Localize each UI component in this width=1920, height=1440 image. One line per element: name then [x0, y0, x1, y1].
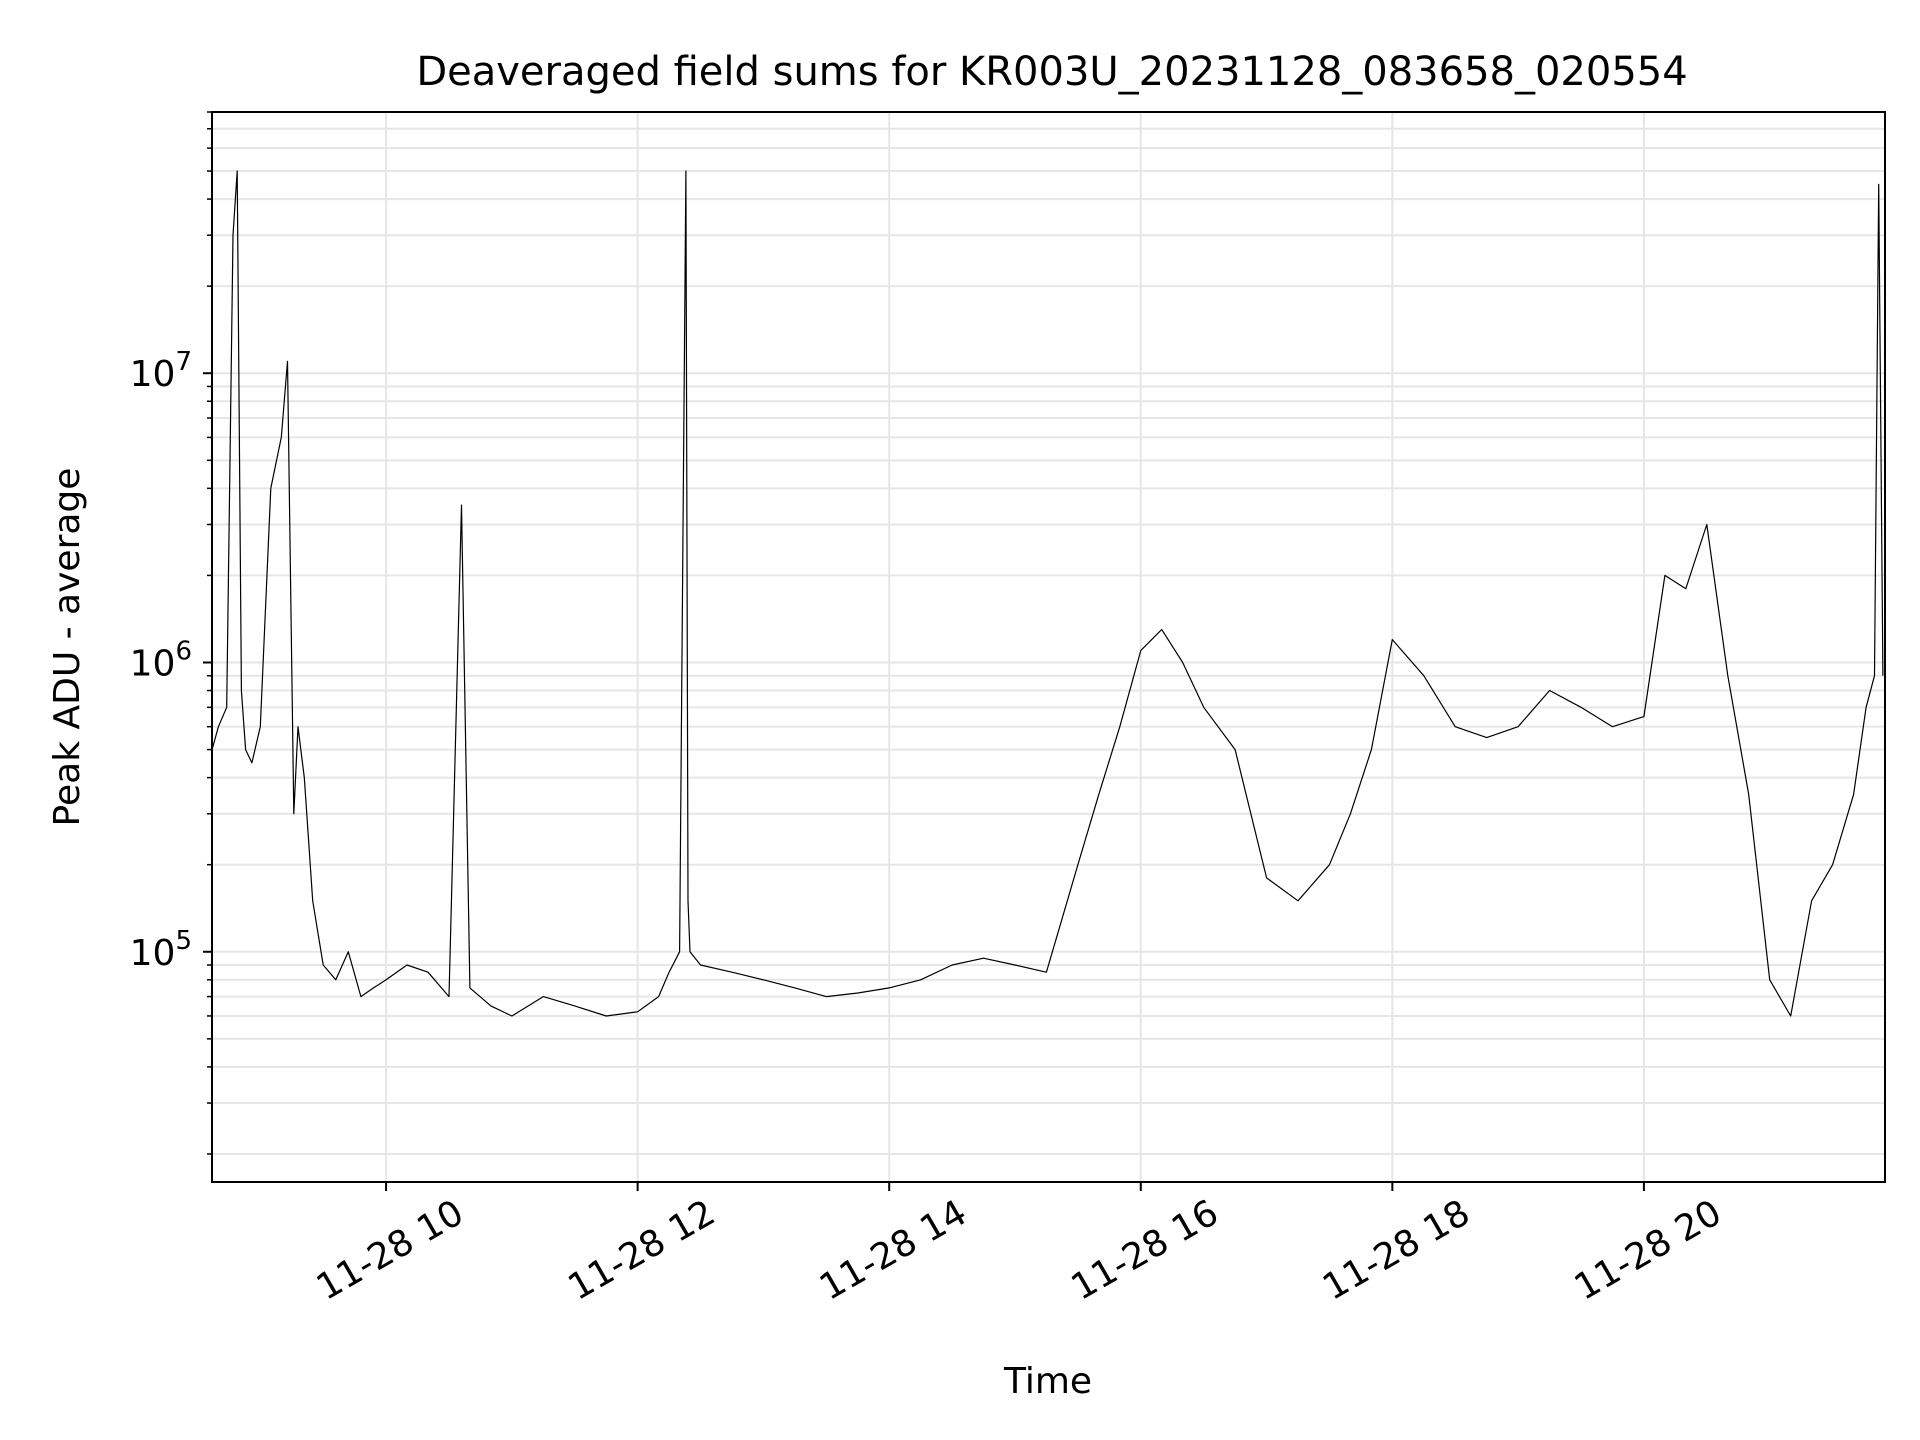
x-axis-label: Time	[1003, 1361, 1092, 1402]
y-tick-label: 107	[130, 347, 192, 395]
y-tick-label: 106	[130, 637, 192, 685]
series-line	[211, 170, 1884, 1017]
y-tick-label: 105	[130, 926, 192, 974]
chart-title: Deaveraged field sums for KR003U_2023112…	[416, 49, 1687, 95]
y-axis-label: Peak ADU - average	[47, 468, 88, 827]
series-layer	[211, 170, 1884, 1017]
grid-layer	[212, 111, 1885, 1182]
plot-frame	[211, 111, 1886, 1183]
